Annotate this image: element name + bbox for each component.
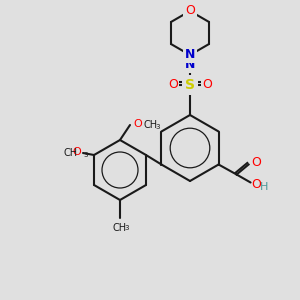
Text: O: O [202, 77, 212, 91]
Text: H: H [260, 182, 268, 191]
Text: CH: CH [64, 148, 78, 158]
Text: O: O [252, 156, 262, 169]
Text: O: O [252, 178, 262, 191]
Text: CH: CH [144, 120, 158, 130]
Text: 3: 3 [83, 152, 88, 158]
Text: O: O [72, 147, 81, 157]
Text: O: O [133, 119, 142, 129]
Text: N: N [185, 58, 195, 71]
Text: N: N [185, 49, 195, 62]
Text: CH: CH [113, 223, 127, 233]
Text: O: O [185, 4, 195, 17]
Text: 3: 3 [125, 225, 129, 231]
Text: 3: 3 [155, 124, 160, 130]
Text: S: S [185, 78, 195, 92]
Text: O: O [168, 77, 178, 91]
